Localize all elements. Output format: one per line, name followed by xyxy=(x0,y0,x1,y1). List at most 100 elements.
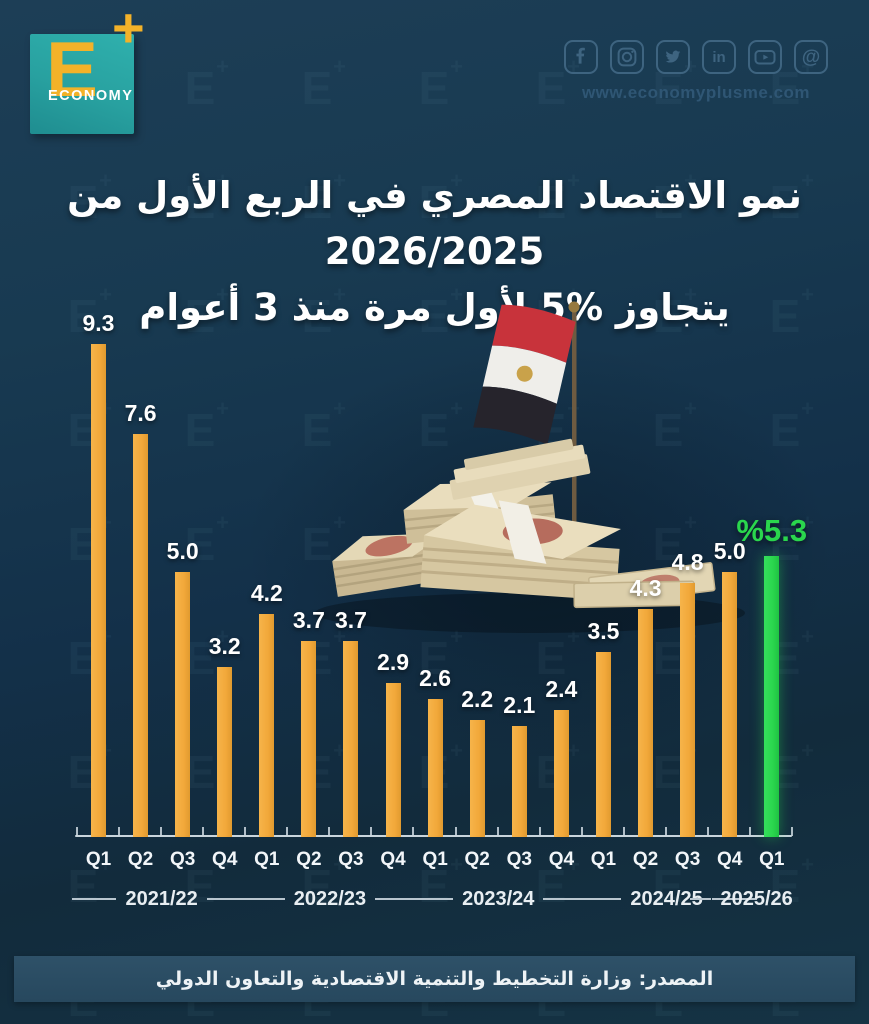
quarter-label: Q1 xyxy=(759,849,785,870)
bar xyxy=(427,699,443,837)
infographic-title: نمو الاقتصاد المصري في الربع الأول من 20… xyxy=(0,168,869,336)
quarter-label: Q1 xyxy=(590,849,617,870)
quarter-label: Q2 xyxy=(296,849,322,870)
bar xyxy=(301,640,317,837)
bar-value-label: 3.7 xyxy=(292,606,325,633)
bar xyxy=(511,725,527,837)
bar-chart: 9.3 Q1 7.6 Q2 5.0 Q3 3.2 Q4 4.2 Q1 3.7 Q2 3.7 Q3 2.9 Q4… xyxy=(71,300,807,910)
year-dash-line xyxy=(576,898,622,900)
bar-highlight xyxy=(764,556,780,837)
economy-plus-logo: + E ECONOMY xyxy=(28,0,168,142)
axis-tick xyxy=(791,827,793,836)
bar xyxy=(385,683,401,837)
year-dash-line xyxy=(408,898,454,900)
axis-tick xyxy=(622,827,625,836)
bar xyxy=(680,582,696,837)
website-url[interactable]: www.economyplusme.com xyxy=(581,83,811,102)
bar-value-label: 4.8 xyxy=(671,548,704,575)
axis-tick xyxy=(370,827,373,836)
source-footer: المصدر: وزارة التخطيط والتنمية الاقتصادي… xyxy=(14,956,855,1002)
quarter-label: Q3 xyxy=(506,849,532,870)
year-label: 2023/24 xyxy=(462,887,535,910)
quarter-label: Q3 xyxy=(338,849,364,870)
axis-tick xyxy=(706,827,709,836)
axis-tick xyxy=(580,827,583,836)
year-group-label: 2021/22 xyxy=(71,887,252,911)
year-dash-line xyxy=(206,898,252,900)
logo-plus-icon: + xyxy=(112,0,145,59)
quarter-label: Q4 xyxy=(380,849,406,870)
axis-tick xyxy=(118,827,121,836)
bar-value-label: 9.3 xyxy=(82,310,115,337)
year-group-label: 2022/23 xyxy=(239,887,421,911)
quarter-label: Q2 xyxy=(464,849,490,870)
logo-wordmark: ECONOMY xyxy=(48,88,134,104)
bar xyxy=(595,651,611,837)
watermark-logo-icon: E+ xyxy=(418,54,463,114)
bar-value-label: 7.6 xyxy=(124,400,157,427)
axis-tick xyxy=(748,827,751,836)
logo-square xyxy=(30,34,134,134)
axis-tick xyxy=(538,827,541,836)
bar xyxy=(217,667,233,837)
bar xyxy=(343,640,359,837)
year-group-label: 2025/26 xyxy=(689,887,802,911)
bar-value-label: 5.0 xyxy=(166,538,199,564)
year-label: 2025/26 xyxy=(720,887,793,910)
axis-tick xyxy=(412,827,415,836)
axis-tick xyxy=(496,827,499,836)
linkedin-icon[interactable]: in xyxy=(702,40,736,74)
bar xyxy=(722,572,738,837)
watermark-logo-icon: E+ xyxy=(301,54,346,114)
bar xyxy=(469,720,485,837)
year-group-label: 2023/24 xyxy=(408,887,589,911)
bar xyxy=(175,572,191,837)
bar-value-label: %5.3 xyxy=(736,513,808,549)
quarter-label: Q4 xyxy=(717,849,743,870)
quarter-label: Q4 xyxy=(548,849,575,870)
bar-value-label: 3.5 xyxy=(587,617,620,644)
year-dash-line xyxy=(239,898,285,900)
quarter-label: Q2 xyxy=(632,849,659,870)
quarter-label: Q1 xyxy=(85,849,112,870)
bar-value-label: 2.2 xyxy=(461,686,494,713)
source-text: المصدر: وزارة التخطيط والتنمية الاقتصادي… xyxy=(155,968,714,990)
year-dash-line xyxy=(543,898,589,900)
watermark-logo-icon: E+ xyxy=(184,54,229,114)
axis-tick xyxy=(454,827,457,836)
bar-value-label: 2.1 xyxy=(503,691,536,718)
quarter-label: Q3 xyxy=(169,849,196,870)
bar xyxy=(638,609,654,837)
year-label: 2021/22 xyxy=(125,887,198,910)
facebook-icon[interactable] xyxy=(564,40,598,74)
bar xyxy=(91,344,106,837)
social-block: in @ www.economyplusme.com xyxy=(551,40,841,103)
axis-tick xyxy=(202,827,205,836)
instagram-icon[interactable] xyxy=(610,40,644,74)
bar-value-label: 5.0 xyxy=(713,538,746,564)
title-line1: نمو الاقتصاد المصري في الربع الأول من 20… xyxy=(67,174,802,273)
year-dash-line xyxy=(375,898,421,900)
bar xyxy=(259,614,275,837)
axis-tick xyxy=(244,827,247,836)
bar-value-label: 3.2 xyxy=(208,633,241,660)
bar-value-label: 4.2 xyxy=(250,580,283,607)
year-label: 2022/23 xyxy=(293,887,367,910)
social-icons-row: in @ xyxy=(551,40,841,74)
quarter-label: Q1 xyxy=(422,849,448,870)
twitter-icon[interactable] xyxy=(656,40,690,74)
year-group-label: 2024/25 xyxy=(576,887,757,911)
bar xyxy=(133,434,149,837)
quarter-label: Q1 xyxy=(254,849,280,870)
bar-value-label: 2.6 xyxy=(419,665,452,692)
quarter-label: Q2 xyxy=(127,849,154,870)
year-dash-line xyxy=(711,898,757,900)
bar-value-label: 3.7 xyxy=(334,606,367,633)
axis-tick xyxy=(286,827,289,836)
year-dash-line xyxy=(71,898,117,900)
logo-letter: E xyxy=(46,25,98,113)
youtube-icon[interactable] xyxy=(748,40,782,74)
threads-icon[interactable]: @ xyxy=(794,40,828,74)
bar xyxy=(553,709,569,837)
